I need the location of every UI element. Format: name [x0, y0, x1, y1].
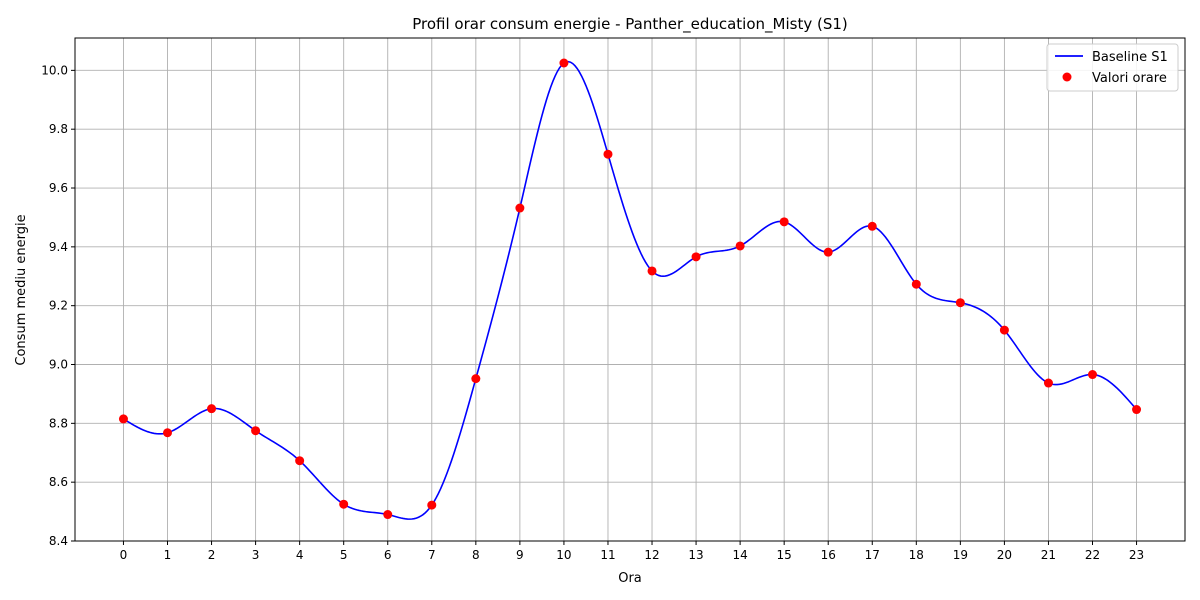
y-tick-label: 9.4: [49, 240, 68, 254]
x-tick-label: 16: [821, 548, 836, 562]
x-tick-label: 9: [516, 548, 524, 562]
y-tick-label: 9.6: [49, 181, 68, 195]
y-tick-label: 9.2: [49, 299, 68, 313]
x-axis-label: Ora: [618, 571, 642, 586]
x-tick-label: 20: [997, 548, 1012, 562]
x-tick-label: 3: [252, 548, 260, 562]
x-tick-label: 23: [1129, 548, 1144, 562]
scatter-point: [955, 298, 965, 308]
scatter-point: [735, 241, 745, 251]
x-tick-label: 11: [600, 548, 615, 562]
x-tick-label: 18: [909, 548, 924, 562]
scatter-point: [691, 252, 701, 262]
x-tick-label: 4: [296, 548, 304, 562]
x-tick-label: 14: [732, 548, 747, 562]
scatter-point: [471, 374, 481, 384]
x-tick-label: 13: [688, 548, 703, 562]
scatter-point: [823, 247, 833, 257]
legend: Baseline S1 Valori orare: [1046, 43, 1179, 92]
scatter-point: [603, 149, 613, 159]
y-tick-label: 8.8: [49, 416, 68, 430]
x-tick-label: 6: [384, 548, 392, 562]
scatter-point: [1088, 370, 1097, 380]
scatter-point: [515, 203, 525, 213]
scatter-point: [1132, 405, 1142, 415]
x-tick-label: 22: [1085, 548, 1100, 562]
y-tick-label: 8.6: [49, 475, 68, 489]
x-tick-label: 21: [1041, 548, 1056, 562]
x-tick-label: 1: [164, 548, 172, 562]
x-axis-ticks: 0 1 2 3 4 5 6 7 8 9 10 11 12 13 14 15 16 17 18 19 20 21 22 23: [120, 541, 1144, 562]
scatter-point: [911, 279, 921, 289]
scatter-point: [1043, 378, 1053, 388]
series-line-baseline-s1: [123, 60, 1138, 520]
y-axis-label: Consum mediu energie: [14, 214, 29, 365]
scatter-point: [559, 58, 569, 68]
chart-title: Profil orar consum energie - Panther_edu…: [412, 15, 848, 34]
x-tick-label: 8: [472, 548, 480, 562]
x-tick-label: 10: [556, 548, 571, 562]
y-tick-label: 10.0: [41, 63, 68, 77]
scatter-point: [207, 404, 217, 414]
y-axis-ticks: 8.4 8.6 8.8 9.0 9.2 9.4 9.6 9.8 10.0: [41, 63, 75, 548]
y-tick-label: 9.0: [49, 358, 68, 372]
scatter-point: [295, 456, 305, 466]
x-tick-label: 0: [120, 548, 128, 562]
legend-point-swatch: [1062, 72, 1072, 82]
x-tick-label: 2: [208, 548, 216, 562]
legend-label-valori-orare: Valori orare: [1092, 71, 1167, 86]
grid: [75, 38, 1185, 542]
scatter-point: [383, 510, 393, 520]
x-tick-label: 12: [644, 548, 659, 562]
scatter-point: [339, 499, 349, 509]
x-tick-label: 19: [953, 548, 968, 562]
x-tick-label: 15: [777, 548, 792, 562]
y-tick-label: 8.4: [49, 534, 68, 548]
scatter-point: [251, 426, 261, 436]
y-tick-label: 9.8: [49, 122, 68, 136]
scatter-point: [163, 428, 172, 438]
x-tick-label: 17: [865, 548, 880, 562]
scatter-point: [779, 217, 789, 227]
scatter-point: [427, 500, 437, 510]
scatter-point: [867, 221, 877, 231]
plot-frame: [74, 37, 1186, 542]
scatter-point: [999, 325, 1009, 335]
scatter-points: [118, 58, 1142, 520]
scatter-point: [118, 414, 128, 424]
x-tick-label: 5: [340, 548, 348, 562]
x-tick-label: 7: [428, 548, 436, 562]
scatter-point: [647, 266, 657, 276]
legend-label-baseline-s1: Baseline S1: [1092, 50, 1168, 65]
